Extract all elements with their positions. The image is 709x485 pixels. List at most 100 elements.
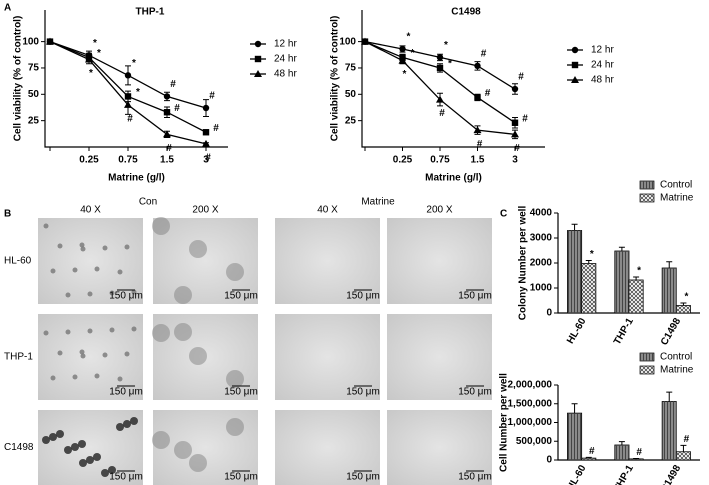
error-bar xyxy=(571,403,578,414)
data-point xyxy=(361,37,369,45)
cell-cluster xyxy=(130,417,138,425)
significance-label: * xyxy=(132,58,136,69)
cell-cluster xyxy=(109,327,115,333)
cell-cluster xyxy=(65,292,71,298)
y-tick-label: 500,000 xyxy=(516,436,553,447)
legend-label: 24 hr xyxy=(591,60,614,71)
y-tick-label: 1000 xyxy=(530,283,553,294)
error-bar xyxy=(585,456,592,459)
scale-bar-label: 150 μm xyxy=(458,472,492,483)
cell-cluster xyxy=(174,286,192,304)
data-point xyxy=(46,37,54,45)
data-point xyxy=(202,139,210,147)
cell-cluster xyxy=(131,326,137,332)
magnification-label: 40 X xyxy=(80,205,101,216)
cell-cluster xyxy=(50,268,56,274)
bar-pattern xyxy=(567,413,582,460)
x-tick-label: C1498 xyxy=(659,463,683,485)
cell-cluster xyxy=(72,267,78,273)
cell-cluster xyxy=(189,240,207,258)
data-point xyxy=(511,119,519,126)
x-tick-label: 3 xyxy=(203,155,209,166)
x-tick-label: 0.75 xyxy=(430,155,450,166)
legend-swatch-pattern xyxy=(640,181,654,189)
cell-cluster xyxy=(152,217,170,235)
cell-cluster xyxy=(124,351,130,357)
data-point xyxy=(163,109,171,116)
cell-cluster xyxy=(102,352,108,358)
cell-cluster xyxy=(42,436,50,444)
data-point xyxy=(436,54,444,61)
panel-label: A xyxy=(4,3,11,14)
cell-cluster xyxy=(43,330,49,336)
x-tick-label: 1.5 xyxy=(160,155,174,166)
cell-cluster xyxy=(86,456,94,464)
data-point xyxy=(436,95,444,103)
legend-label: 48 hr xyxy=(274,69,297,80)
cell-cluster xyxy=(152,431,170,449)
row-label: THP-1 xyxy=(4,352,33,363)
cell-cluster xyxy=(78,440,86,448)
scale-bar-label: 150 μm xyxy=(224,472,258,483)
cell-cluster xyxy=(174,441,192,459)
significance-label: * xyxy=(136,87,140,98)
y-axis-label: Cell Number per well xyxy=(499,373,510,472)
significance-label: # xyxy=(127,113,133,124)
data-point xyxy=(571,76,579,83)
magnification-label: 200 X xyxy=(192,205,218,216)
cell-cluster xyxy=(94,266,100,272)
cell-cluster xyxy=(109,290,115,296)
significance-label: * xyxy=(448,59,452,70)
y-axis-label: Cell viability (% of control) xyxy=(13,16,24,142)
data-point xyxy=(511,130,519,138)
significance-label: # xyxy=(477,139,483,150)
cell-cluster xyxy=(189,454,207,472)
data-point xyxy=(571,61,579,69)
cell-cluster xyxy=(71,443,79,451)
significance-label: * xyxy=(637,266,641,277)
y-axis-label: Cell viability (% of control) xyxy=(330,16,341,142)
scale-bar-label: 150 μm xyxy=(109,291,143,302)
bar-pattern xyxy=(614,251,629,313)
bar-pattern xyxy=(676,451,691,460)
significance-label: * xyxy=(89,68,93,79)
cell-cluster xyxy=(117,269,123,275)
scale-bar-label: 150 μm xyxy=(458,387,492,398)
y-tick-label: 25 xyxy=(28,115,40,126)
cell-cluster xyxy=(124,244,130,250)
significance-label: # xyxy=(514,143,520,154)
x-axis-label: Matrine (g/l) xyxy=(108,173,165,184)
y-tick-label: 75 xyxy=(28,63,40,74)
significance-label: # xyxy=(439,108,445,119)
row-label: C1498 xyxy=(4,442,34,453)
y-axis-label: Colony Number per well xyxy=(518,206,529,321)
cell-cluster xyxy=(79,459,87,467)
cell-cluster xyxy=(43,223,49,229)
magnification-label: 40 X xyxy=(317,205,338,216)
data-point xyxy=(474,94,481,101)
y-tick-label: 50 xyxy=(345,89,357,100)
cell-cluster xyxy=(101,469,109,477)
y-tick-label: 2,000,000 xyxy=(508,380,553,391)
data-point xyxy=(254,70,262,77)
data-point xyxy=(399,45,406,53)
magnification-label: 200 X xyxy=(426,205,452,216)
x-tick-label: 0.75 xyxy=(118,155,138,166)
significance-label: # xyxy=(170,79,176,90)
significance-label: * xyxy=(403,69,407,80)
cell-cluster xyxy=(80,353,86,359)
chart-title: THP-1 xyxy=(136,7,165,18)
y-tick-label: 100 xyxy=(22,36,39,47)
data-point xyxy=(163,130,171,138)
cell-cluster xyxy=(226,263,244,281)
bar-pattern xyxy=(662,268,677,313)
error-bar xyxy=(666,391,673,402)
cell-cluster xyxy=(93,453,101,461)
scale-bar-label: 150 μm xyxy=(346,387,380,398)
cell-cluster xyxy=(226,370,244,388)
scale-bar-label: 150 μm xyxy=(109,472,143,483)
y-tick-label: 100 xyxy=(339,36,356,47)
panel-label: C xyxy=(500,209,507,220)
